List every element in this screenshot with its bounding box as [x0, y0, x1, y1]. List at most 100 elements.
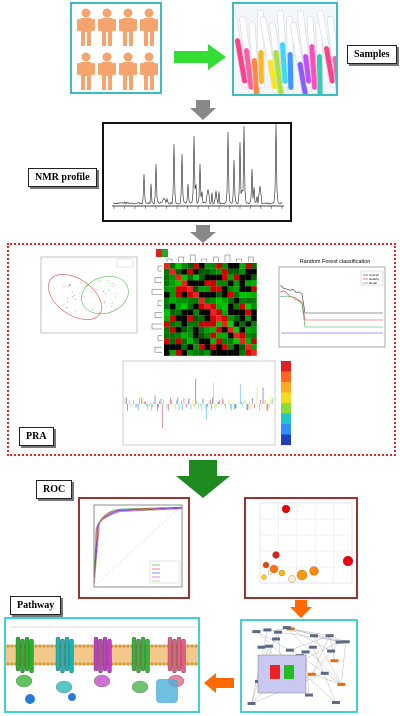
- svg-text:+: +: [103, 290, 105, 293]
- pathway-bubble: [278, 569, 286, 577]
- transporter-protein-icon: [15, 636, 34, 688]
- metabolite-node: [335, 640, 344, 644]
- people-icon-grid: [77, 8, 158, 90]
- person-icon: [119, 52, 137, 90]
- pathway-bubble: [309, 566, 319, 576]
- svg-text:+: +: [108, 289, 110, 292]
- nmr-spectrum-plot: [112, 124, 284, 209]
- test-tubes-image: [234, 4, 336, 94]
- rf-legend-entry: Overall: [369, 273, 379, 277]
- pathway-bubble: [261, 574, 267, 580]
- svg-text:+: +: [104, 302, 106, 305]
- samples-tubes-panel: [232, 2, 338, 96]
- metabolite-node: [252, 630, 261, 634]
- svg-text:+: +: [63, 303, 65, 306]
- svg-text:+: +: [67, 297, 69, 300]
- svg-text:+: +: [70, 284, 72, 287]
- gray-arrow-down-1: [190, 100, 216, 120]
- pathway-bubble: [342, 555, 354, 567]
- correlation-heatmap: [142, 249, 260, 357]
- samples-label: Samples: [347, 45, 397, 64]
- metabolic-network-panel: [240, 619, 358, 713]
- transporter-protein-icon: [131, 636, 150, 694]
- orange-arrow-down: [290, 600, 312, 618]
- metabolite-node: [257, 645, 266, 649]
- svg-text:+: +: [67, 306, 69, 309]
- pathway-bubble: [272, 551, 280, 559]
- rf-legend-entry: Renal: [369, 281, 377, 285]
- svg-text:+: +: [80, 281, 82, 284]
- test-tube-icon: [248, 21, 261, 94]
- svg-text:+: +: [115, 307, 117, 310]
- pathway-bubble-plot: [259, 502, 354, 584]
- svg-text:+: +: [71, 291, 73, 294]
- metabolite-node: [325, 634, 334, 638]
- svg-text:+: +: [72, 296, 74, 299]
- svg-text:+: +: [69, 283, 71, 286]
- pathway-bubble: [288, 575, 296, 583]
- random-forest-plot: Random Forest classification Overall Heal…: [265, 255, 389, 357]
- svg-text:+: +: [91, 291, 93, 294]
- pathway-bubble: [281, 504, 291, 514]
- green-arrow-right: [174, 44, 226, 70]
- metabolite-node: [274, 630, 283, 634]
- test-tube-icon: [259, 16, 279, 94]
- person-icon: [98, 8, 116, 46]
- metabolite-node: [272, 637, 281, 641]
- svg-text:+: +: [98, 279, 100, 282]
- pathway-bubble: [269, 564, 279, 574]
- svg-text:+: +: [102, 291, 104, 294]
- metabolite-node: [247, 701, 256, 705]
- metabolite-node: [307, 672, 316, 676]
- people-panel: [70, 2, 162, 94]
- svg-text:+: +: [67, 301, 69, 304]
- test-tube-icon: [315, 21, 324, 94]
- pathway-bubble: [267, 570, 273, 576]
- membrane-transport-diagram: [6, 619, 198, 711]
- metabolite-node: [308, 645, 317, 649]
- metabolite-node: [341, 640, 350, 644]
- gray-arrow-down-2: [190, 225, 216, 243]
- svg-text:+: +: [114, 292, 116, 295]
- pra-label: PRA: [19, 427, 54, 446]
- test-tube-icon: [277, 9, 289, 89]
- test-tube-icon: [289, 22, 309, 94]
- green-arrow-down: [176, 460, 230, 498]
- svg-text:+: +: [84, 296, 86, 299]
- svg-text:+: +: [111, 302, 113, 305]
- rf-legend-entry: Healthy: [369, 277, 380, 281]
- nmr-profile-label: NMR profile: [28, 168, 97, 187]
- nmr-spectrum-panel: [102, 122, 292, 222]
- svg-text:+: +: [111, 285, 113, 288]
- svg-text:+: +: [96, 288, 98, 291]
- svg-text:+: +: [66, 306, 68, 309]
- person-icon: [140, 8, 158, 46]
- svg-text:+: +: [99, 280, 101, 283]
- pra-panel: + + + + + + + + + + + + + + + + + + + + + + + + + + + + + + + + + + + + + + + +…: [7, 243, 396, 456]
- metabolite-node: [301, 650, 310, 654]
- svg-text:+: +: [114, 284, 116, 287]
- orange-arrow-left: [204, 673, 234, 693]
- bubble-panel: [244, 497, 358, 599]
- svg-text:+: +: [111, 305, 113, 308]
- svg-text:+: +: [103, 301, 105, 304]
- test-tube-icon: [269, 21, 285, 94]
- roc-curve-plot: [93, 504, 183, 588]
- test-tube-icon: [234, 10, 249, 88]
- metabolite-node: [304, 693, 313, 697]
- person-icon: [140, 52, 158, 90]
- metabolite-node: [327, 649, 336, 653]
- svg-text:+: +: [85, 284, 87, 287]
- svg-text:+: +: [92, 308, 94, 311]
- person-icon: [77, 52, 95, 90]
- metabolite-node: [282, 626, 291, 630]
- person-icon: [119, 8, 137, 46]
- svg-text:+: +: [74, 294, 76, 297]
- rf-title: Random Forest classification: [300, 259, 371, 265]
- svg-text:+: +: [101, 306, 103, 309]
- metabolite-node: [285, 648, 294, 652]
- transporter-protein-icon: [93, 636, 112, 688]
- svg-text:+: +: [112, 282, 114, 285]
- svg-text:+: +: [79, 292, 81, 295]
- pathway-bubble: [296, 569, 308, 581]
